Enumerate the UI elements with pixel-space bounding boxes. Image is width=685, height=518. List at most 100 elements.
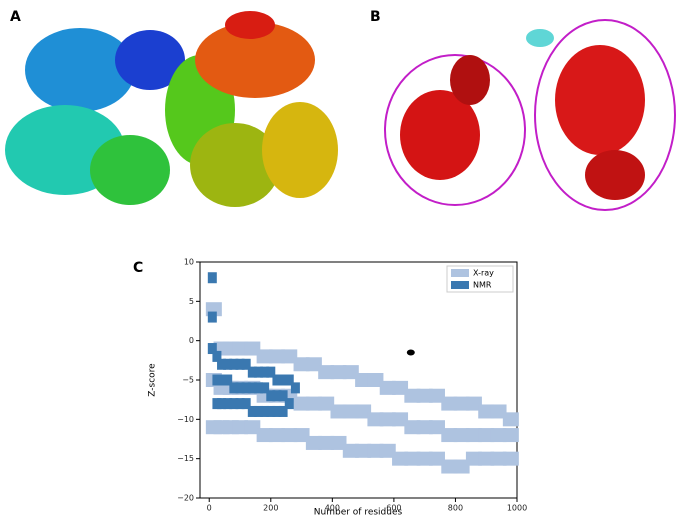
data-point (253, 382, 263, 394)
query-point (406, 349, 415, 356)
data-point (502, 428, 519, 443)
data-point (266, 405, 276, 417)
panel-label: B (370, 9, 381, 25)
data-point (260, 405, 270, 417)
data-point (465, 396, 482, 411)
data-point (241, 398, 251, 410)
data-point (490, 428, 507, 443)
data-point (355, 443, 372, 458)
data-point (404, 420, 421, 435)
data-point (268, 349, 285, 364)
data-point (217, 358, 227, 370)
data-point (318, 396, 335, 411)
data-point (416, 388, 433, 403)
data-point (392, 380, 409, 395)
data-point (478, 428, 495, 443)
data-point (342, 365, 359, 380)
x-axis-label: Number of residues (314, 508, 403, 518)
data-point (212, 350, 222, 362)
data-point (272, 374, 282, 386)
data-point (367, 443, 384, 458)
plot-area (205, 272, 519, 474)
data-point (266, 366, 276, 378)
data-point (441, 396, 458, 411)
data-point (465, 451, 482, 466)
data-point (272, 390, 282, 402)
data-point (232, 420, 249, 435)
data-point (465, 428, 482, 443)
data-point (223, 398, 233, 410)
data-point (490, 404, 507, 419)
data-point (223, 358, 233, 370)
data-point (217, 398, 227, 410)
data-point (235, 382, 245, 394)
data-point (253, 366, 263, 378)
x-tick-label: 200 (263, 504, 278, 513)
data-point (502, 451, 519, 466)
protein-structure-b (384, 19, 676, 211)
data-point (441, 428, 458, 443)
data-point (247, 405, 257, 417)
data-point (478, 451, 495, 466)
data-point (229, 398, 239, 410)
data-point (342, 443, 359, 458)
data-point (223, 374, 233, 386)
data-point (293, 357, 310, 372)
data-point (266, 390, 276, 402)
data-point (281, 428, 298, 443)
data-point (367, 373, 384, 387)
data-point (229, 358, 239, 370)
data-point (247, 382, 257, 394)
data-point (404, 388, 421, 403)
data-point (212, 398, 222, 410)
y-tick-label: −5 (182, 376, 194, 385)
data-point (247, 366, 257, 378)
data-point (428, 388, 445, 403)
data-point (392, 412, 409, 427)
x-tick-label: 400 (325, 504, 340, 513)
data-point (284, 374, 294, 386)
data-point (441, 459, 458, 474)
data-point (404, 451, 421, 466)
data-point (318, 435, 335, 450)
x-tick-label: 1000 (507, 504, 527, 513)
data-point (281, 349, 298, 364)
x-tick-label: 0 (207, 504, 212, 513)
data-point (217, 374, 227, 386)
data-point (367, 412, 384, 427)
data-point (453, 459, 470, 474)
data-point (355, 404, 372, 419)
legend-label: X-ray (473, 269, 494, 278)
x-tick-label: 600 (386, 504, 401, 513)
panel-label: C (133, 260, 143, 276)
data-point (241, 358, 251, 370)
y-tick-label: 5 (189, 297, 194, 306)
data-point (290, 382, 300, 394)
data-point (278, 405, 288, 417)
data-point (428, 451, 445, 466)
x-tick-label: 800 (448, 504, 463, 513)
data-point (342, 404, 359, 419)
data-point (260, 382, 270, 394)
data-point (207, 343, 217, 355)
y-tick-label: −15 (177, 454, 194, 463)
data-point (212, 374, 222, 386)
data-point (235, 398, 245, 410)
data-point (293, 428, 310, 443)
data-point (241, 382, 251, 394)
data-point (207, 272, 217, 284)
data-point (490, 451, 507, 466)
y-tick-label: 0 (189, 336, 194, 345)
protein-structure-a (5, 11, 338, 207)
data-point (256, 349, 273, 364)
data-point (284, 398, 294, 410)
legend-label: NMR (473, 281, 492, 290)
data-point (272, 405, 282, 417)
data-point (330, 404, 347, 419)
data-point (428, 420, 445, 435)
data-point (416, 420, 433, 435)
data-point (478, 404, 495, 419)
data-point (318, 365, 335, 380)
data-point (207, 311, 217, 323)
